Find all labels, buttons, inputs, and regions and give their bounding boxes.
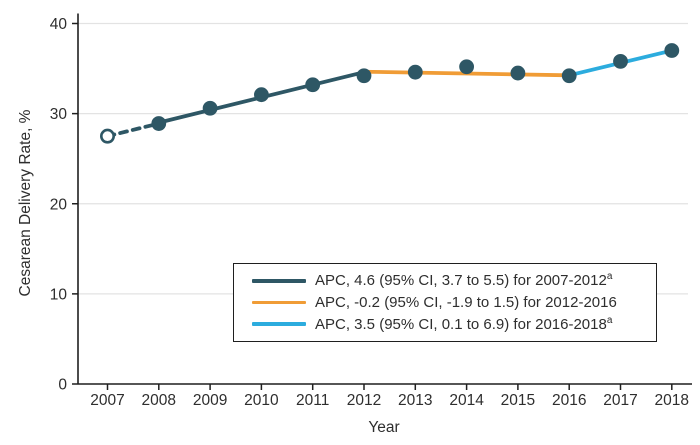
legend-line-swatch <box>252 322 306 326</box>
legend-label-superscript: a <box>606 271 613 283</box>
data-point <box>356 68 372 84</box>
y-tick-label: 30 <box>50 106 68 123</box>
legend-label: APC, 3.5 (95% CI, 0.1 to 6.9) for 2016-2… <box>315 314 613 333</box>
data-point <box>254 87 269 103</box>
data-point <box>613 53 628 69</box>
legend-entry: APC, -0.2 (95% CI, -1.9 to 1.5) for 2012… <box>252 292 656 312</box>
legend-label: APC, 4.6 (95% CI, 3.7 to 5.5) for 2007-2… <box>315 271 613 290</box>
x-tick-label: 2015 <box>501 392 535 409</box>
legend-line-swatch <box>252 300 306 305</box>
legend-entry: APC, 4.6 (95% CI, 3.7 to 5.5) for 2007-2… <box>252 271 656 291</box>
y-tick-label: 20 <box>50 196 68 213</box>
y-tick-label: 10 <box>50 286 68 303</box>
x-axis-title: Year <box>368 419 400 436</box>
x-tick-label: 2008 <box>142 392 176 409</box>
x-tick-label: 2007 <box>90 392 124 409</box>
trend-segment-observed-dashed-2007-2008 <box>105 121 161 139</box>
x-tick-label: 2012 <box>347 392 381 409</box>
x-tick-label: 2010 <box>244 392 279 409</box>
data-point <box>561 68 577 84</box>
data-point <box>407 64 423 80</box>
open-data-point <box>100 128 116 144</box>
x-tick-label: 2011 <box>296 392 329 409</box>
legend-label: APC, -0.2 (95% CI, -1.9 to 1.5) for 2012… <box>315 293 617 311</box>
x-tick-label: 2013 <box>398 392 432 409</box>
x-tick-label: 2017 <box>603 392 637 409</box>
data-point <box>305 77 321 93</box>
data-point <box>510 65 526 81</box>
legend-label-superscript: a <box>606 314 613 326</box>
legend-entry: APC, 3.5 (95% CI, 0.1 to 6.9) for 2016-2… <box>252 314 656 334</box>
x-tick-label: 2009 <box>193 392 227 409</box>
data-point <box>202 100 218 116</box>
x-tick-label: 2018 <box>655 392 689 409</box>
y-tick-label: 40 <box>50 16 68 33</box>
data-point <box>664 43 680 58</box>
legend: APC, 4.6 (95% CI, 3.7 to 5.5) for 2007-2… <box>233 263 657 342</box>
y-tick-label: 0 <box>58 377 67 394</box>
x-tick-label: 2014 <box>449 392 484 409</box>
data-point <box>151 116 167 131</box>
x-tick-label: 2016 <box>552 392 586 409</box>
data-point <box>459 59 474 75</box>
y-axis-title: Cesarean Delivery Rate, % <box>17 109 34 297</box>
legend-line-swatch <box>252 279 306 283</box>
